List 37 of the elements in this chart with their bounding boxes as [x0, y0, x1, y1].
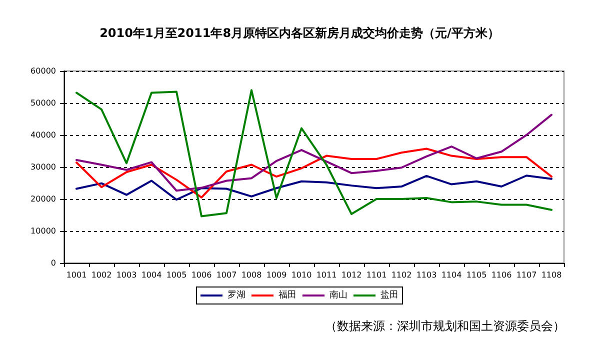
x-tick-label: 1006: [191, 270, 212, 280]
y-tick-label: 20000: [30, 194, 56, 204]
line-series: [76, 174, 552, 201]
x-tick-label: 1008: [241, 270, 262, 280]
x-tick-label: 1003: [116, 270, 137, 280]
line-series: [76, 148, 552, 198]
legend-label: 罗湖: [228, 290, 246, 300]
y-tick-label: 0: [50, 258, 56, 268]
x-tick-label: 1101: [366, 270, 387, 280]
legend-label: 福田: [278, 290, 296, 300]
x-tick-label: 1107: [516, 270, 537, 280]
x-tick-label: 1007: [216, 270, 237, 280]
x-tick-label: 1004: [141, 270, 162, 280]
x-tick-label: 1009: [266, 270, 287, 280]
line-series: [76, 114, 552, 192]
legend-label: 南山: [330, 290, 348, 300]
chart-title: 2010年1月至2011年8月原特区内各区新房月成交均价走势（元/平方米）: [100, 26, 500, 40]
x-tick-label: 1010: [291, 270, 312, 280]
x-tick-label: 1103: [416, 270, 437, 280]
x-tick-label: 1106: [491, 270, 512, 280]
x-tick-label: 1012: [341, 270, 362, 280]
legend-label: 盐田: [380, 290, 398, 300]
y-tick-label: 40000: [30, 130, 56, 140]
x-tick-label: 1108: [541, 270, 562, 280]
y-tick-label: 10000: [30, 226, 56, 236]
y-tick-label: 60000: [30, 66, 56, 76]
y-tick-label: 50000: [30, 98, 56, 108]
x-tick-label: 1011: [316, 270, 337, 280]
x-tick-label: 1105: [466, 270, 487, 280]
x-tick-label: 1002: [91, 270, 112, 280]
x-tick-label: 1001: [66, 270, 87, 280]
x-tick-label: 1102: [391, 270, 412, 280]
x-tick-label: 1104: [441, 270, 462, 280]
y-tick-label: 30000: [30, 162, 56, 172]
line-series: [76, 89, 552, 218]
text: （数据来源：深圳市规划和国土资源委员会）: [325, 319, 565, 333]
x-tick-label: 1005: [166, 270, 187, 280]
